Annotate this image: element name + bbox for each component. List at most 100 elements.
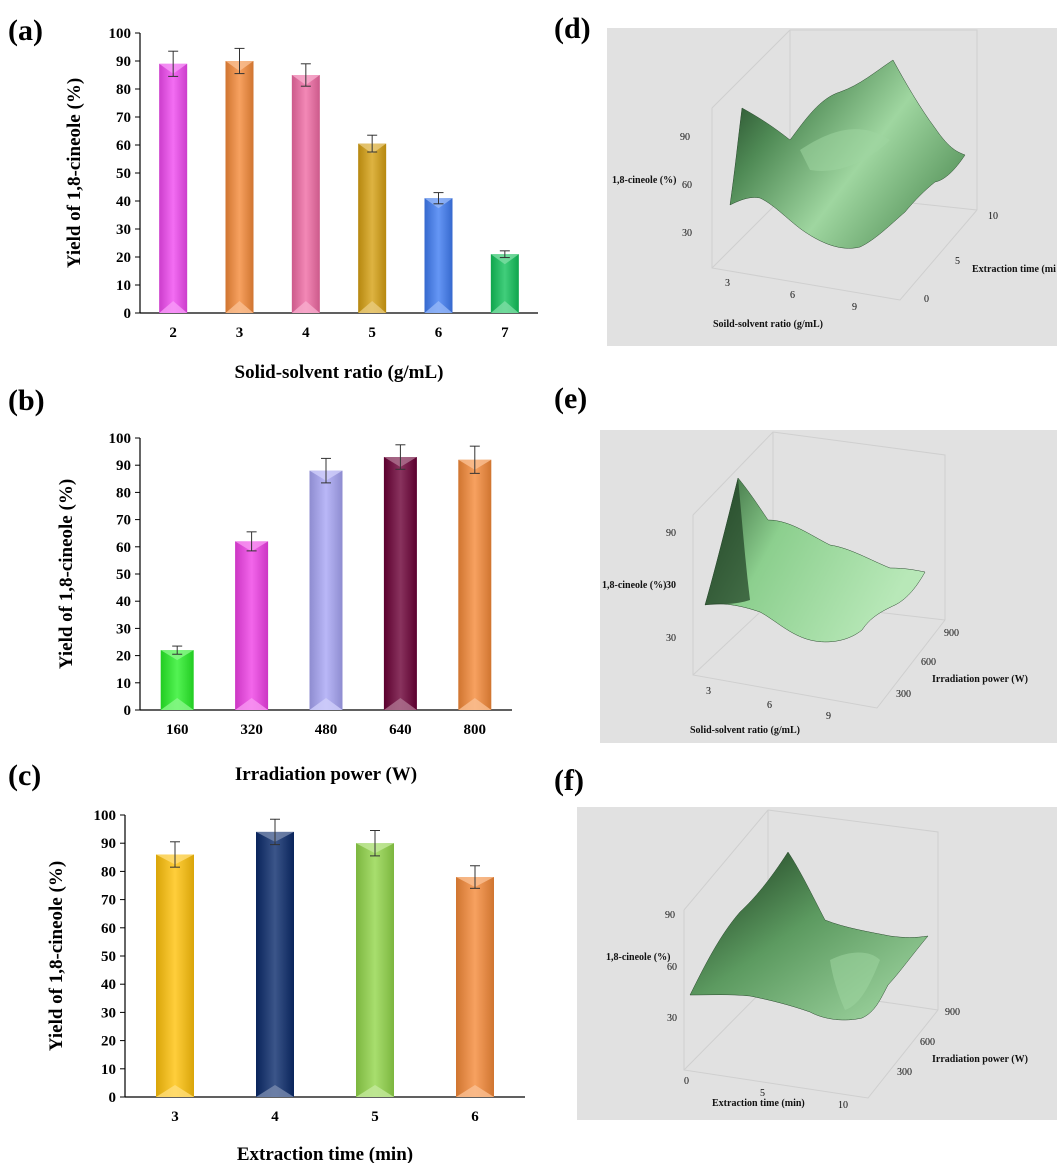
bar-bevel-bottom-b-800: [458, 698, 492, 710]
y-tick-label-c-2: 20: [101, 1034, 116, 1050]
bar-chart-c: (c) 0 10 20 30 40 50 60 70 80 90 100 Yield of 1,8-ci…: [8, 759, 525, 1163]
bar-bevel-bottom-a-3: [225, 301, 254, 313]
y-tick-e-0: 300: [896, 689, 911, 700]
x-tick-f-0: 0: [684, 1076, 689, 1087]
y-tick-label-c-7: 70: [101, 893, 116, 909]
y-tick-label-b-3: 30: [116, 621, 131, 637]
y-tick-label-c-4: 40: [101, 977, 116, 993]
z-tick-e-2: 30: [666, 633, 676, 644]
x-tick-e-0: 3: [706, 686, 711, 697]
bar-c-4: [256, 831, 294, 1097]
x-tick-f-2: 10: [838, 1100, 848, 1111]
y-tick-label-b-0: 0: [124, 703, 132, 719]
y-tick-label-a-7: 70: [116, 110, 131, 126]
y-tick-label-c-3: 30: [101, 1005, 116, 1021]
y-tick-label-b-10: 100: [109, 431, 132, 447]
z-tick-e-0: 90: [666, 528, 676, 539]
bar-c-5: [356, 843, 394, 1097]
bar-chart-a: (a) 0 10 20 30 40 50 60 70 80 90 100 Yield of 1,8-ci…: [8, 14, 538, 383]
y-axis-label-c: Yield of 1,8-cineole (%): [46, 861, 67, 1051]
x-tick-label-b-640: 640: [389, 722, 412, 738]
z-tick-e-1: 30: [666, 580, 676, 591]
bar-bevel-bottom-a-4: [291, 301, 320, 313]
bar-bevel-bottom-b-160: [160, 698, 194, 710]
bar-chart-b: (b) 0 10 20 30 40 50 60 70 80 90 100 Yield of 1,8-ci…: [8, 384, 512, 785]
x-label-e: Solid-solvent ratio (g/mL): [690, 725, 800, 736]
y-tick-f-0: 300: [897, 1067, 912, 1078]
x-tick-label-a-3: 3: [236, 325, 244, 341]
bar-a-5: [358, 143, 387, 313]
bar-bevel-bottom-b-320: [235, 698, 269, 710]
x-tick-f-1: 5: [760, 1088, 765, 1099]
y-label-f: Irradiation power (W): [932, 1054, 1028, 1065]
y-tick-label-b-6: 60: [116, 540, 131, 556]
x-tick-label-b-320: 320: [240, 722, 263, 738]
y-tick-label-a-6: 60: [116, 138, 131, 154]
z-label-d: 1,8-cineole (%): [612, 175, 676, 186]
panel-label-f: (f): [554, 764, 584, 797]
panel-label-b: (b): [8, 384, 45, 417]
x-tick-d-1: 6: [790, 290, 795, 301]
y-tick-label-a-2: 20: [116, 250, 131, 266]
surface-highlight-d: [800, 129, 890, 171]
y-axis-label-b: Yield of 1,8-cineole (%): [56, 479, 77, 669]
x-axis-label-a: Solid-solvent ratio (g/mL): [235, 362, 444, 383]
bar-bevel-bottom-c-4: [256, 1085, 294, 1097]
z-tick-d-1: 60: [682, 180, 692, 191]
panel-label-c: (c): [8, 759, 41, 792]
z-tick-d-0: 90: [680, 132, 690, 143]
y-tick-label-a-4: 40: [116, 194, 131, 210]
y-tick-label-c-10: 100: [94, 808, 117, 824]
y-tick-label-b-7: 70: [116, 513, 131, 529]
bar-bevel-bottom-a-5: [358, 301, 387, 313]
surface-highlight-f: [830, 952, 880, 1010]
bar-bevel-top-b-160: [160, 650, 194, 661]
y-tick-label-b-2: 20: [116, 649, 131, 665]
x-tick-label-a-4: 4: [302, 325, 310, 341]
y-tick-label-a-10: 100: [109, 26, 132, 42]
z-tick-f-1: 60: [667, 962, 677, 973]
x-tick-label-c-5: 5: [371, 1109, 379, 1125]
x-tick-label-a-5: 5: [368, 325, 376, 341]
bar-b-480: [309, 470, 343, 710]
surface-panel-d: (d) 90 60 30 3 6 9 0 5 10 1,8-cineole (%…: [554, 12, 1057, 346]
surface-panel-f: (f) 90 60 30 0 5 10 300 600 900 1,8-cine…: [554, 764, 1057, 1120]
x-tick-e-1: 6: [767, 700, 772, 711]
x-tick-label-b-480: 480: [315, 722, 338, 738]
x-tick-label-c-3: 3: [171, 1109, 179, 1125]
x-tick-label-a-7: 7: [501, 325, 509, 341]
bar-bevel-bottom-a-6: [424, 301, 453, 313]
y-tick-f-1: 600: [920, 1037, 935, 1048]
surface-panel-e: (e) 90 30 3 6 9 300 600 900 1,8-cineole …: [554, 382, 1057, 743]
y-tick-f-2: 900: [945, 1007, 960, 1018]
z-tick-d-2: 30: [682, 228, 692, 239]
bar-b-320: [235, 541, 269, 710]
bar-a-4: [291, 75, 320, 313]
panel-label-a: (a): [8, 14, 43, 47]
y-tick-label-c-5: 50: [101, 949, 116, 965]
y-tick-label-a-9: 90: [116, 54, 131, 70]
x-tick-label-c-6: 6: [471, 1109, 479, 1125]
bar-bevel-bottom-a-2: [159, 301, 188, 313]
y-tick-label-b-8: 80: [116, 485, 131, 501]
bar-bevel-bottom-b-640: [383, 698, 417, 710]
bar-bevel-bottom-a-7: [490, 301, 519, 313]
z-label-e: 1,8-cineole (%): [602, 580, 666, 591]
y-tick-label-b-1: 10: [116, 676, 131, 692]
y-tick-label-b-9: 90: [116, 458, 131, 474]
y-tick-label-c-8: 80: [101, 864, 116, 880]
x-label-f: Extraction time (min): [712, 1098, 805, 1109]
bar-c-3: [156, 854, 194, 1097]
x-tick-label-b-800: 800: [464, 722, 487, 738]
bar-bevel-bottom-b-480: [309, 698, 343, 710]
y-tick-label-a-3: 30: [116, 222, 131, 238]
x-tick-d-2: 9: [852, 302, 857, 313]
surface-e: [704, 477, 926, 643]
bar-a-3: [225, 61, 254, 313]
x-axis-label-c: Extraction time (min): [237, 1144, 413, 1163]
bar-a-2: [159, 63, 188, 313]
z-tick-f-0: 90: [665, 910, 675, 921]
x-axis-label-b: Irradiation power (W): [235, 764, 417, 785]
z-tick-f-2: 30: [667, 1013, 677, 1024]
